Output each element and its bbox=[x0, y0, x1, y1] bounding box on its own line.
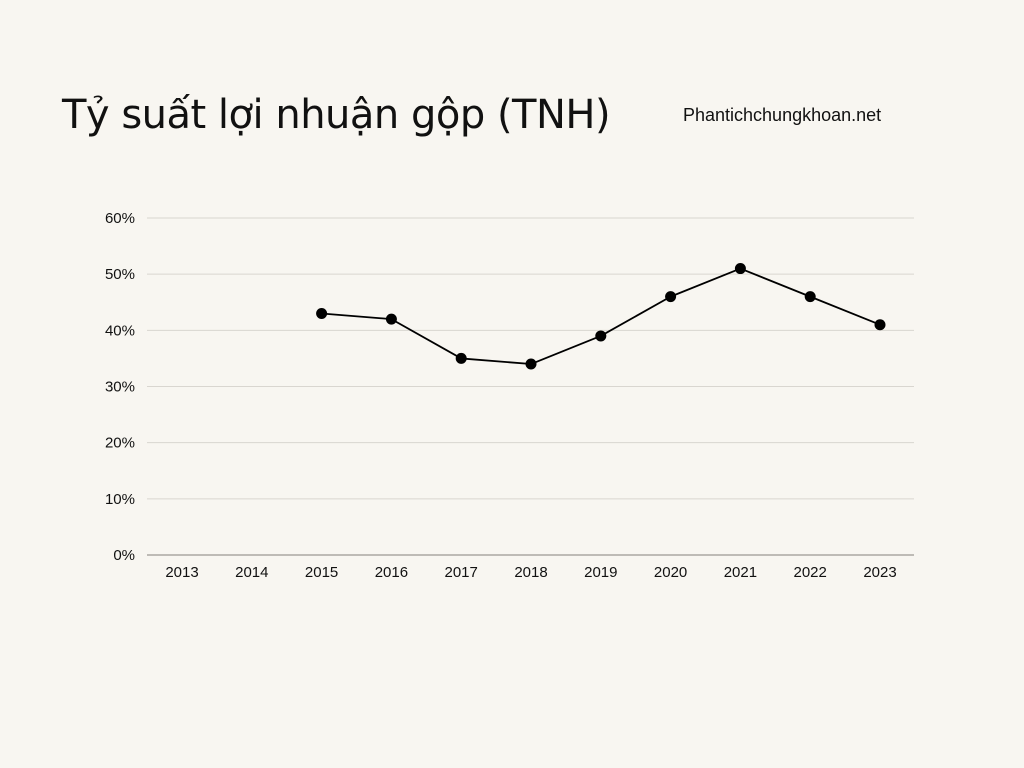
data-point bbox=[316, 307, 328, 319]
data-point bbox=[525, 358, 537, 370]
y-tick-label: 40% bbox=[105, 322, 135, 339]
y-tick-label: 20% bbox=[105, 435, 135, 452]
series-line bbox=[321, 267, 881, 365]
x-tick-label: 2013 bbox=[165, 564, 198, 581]
y-axis-ticks: 0% 10% 20% 30% 40% 50% 60% bbox=[105, 210, 135, 564]
x-tick-label: 2021 bbox=[724, 564, 757, 581]
x-tick-label: 2015 bbox=[305, 564, 338, 581]
x-tick-label: 2014 bbox=[235, 564, 268, 581]
y-tick-label: 30% bbox=[105, 379, 135, 396]
x-tick-label: 2017 bbox=[445, 564, 478, 581]
data-point bbox=[385, 313, 397, 325]
series bbox=[316, 263, 886, 370]
x-tick-label: 2020 bbox=[654, 564, 687, 581]
grid-lines bbox=[147, 217, 914, 556]
x-axis-ticks: 2013 2014 2015 2016 2017 2018 2019 2020 2021 2022… bbox=[165, 564, 896, 581]
x-tick-label: 2016 bbox=[375, 564, 408, 581]
chart-title: Tỷ suất lợi nhuận gộp (TNH) bbox=[62, 92, 611, 138]
data-point bbox=[665, 291, 677, 303]
x-tick-label: 2022 bbox=[794, 564, 827, 581]
brand-watermark: Phantichchungkhoan.net bbox=[683, 105, 882, 125]
y-tick-label: 60% bbox=[105, 210, 135, 227]
y-tick-label: 0% bbox=[113, 547, 135, 564]
data-point bbox=[804, 291, 816, 303]
y-tick-label: 10% bbox=[105, 491, 135, 508]
data-point bbox=[595, 330, 607, 342]
x-tick-label: 2019 bbox=[584, 564, 617, 581]
x-tick-label: 2023 bbox=[863, 564, 896, 581]
data-point bbox=[874, 319, 886, 331]
data-point bbox=[734, 263, 746, 275]
data-point bbox=[455, 352, 467, 364]
x-tick-label: 2018 bbox=[514, 564, 547, 581]
y-tick-label: 50% bbox=[105, 266, 135, 283]
